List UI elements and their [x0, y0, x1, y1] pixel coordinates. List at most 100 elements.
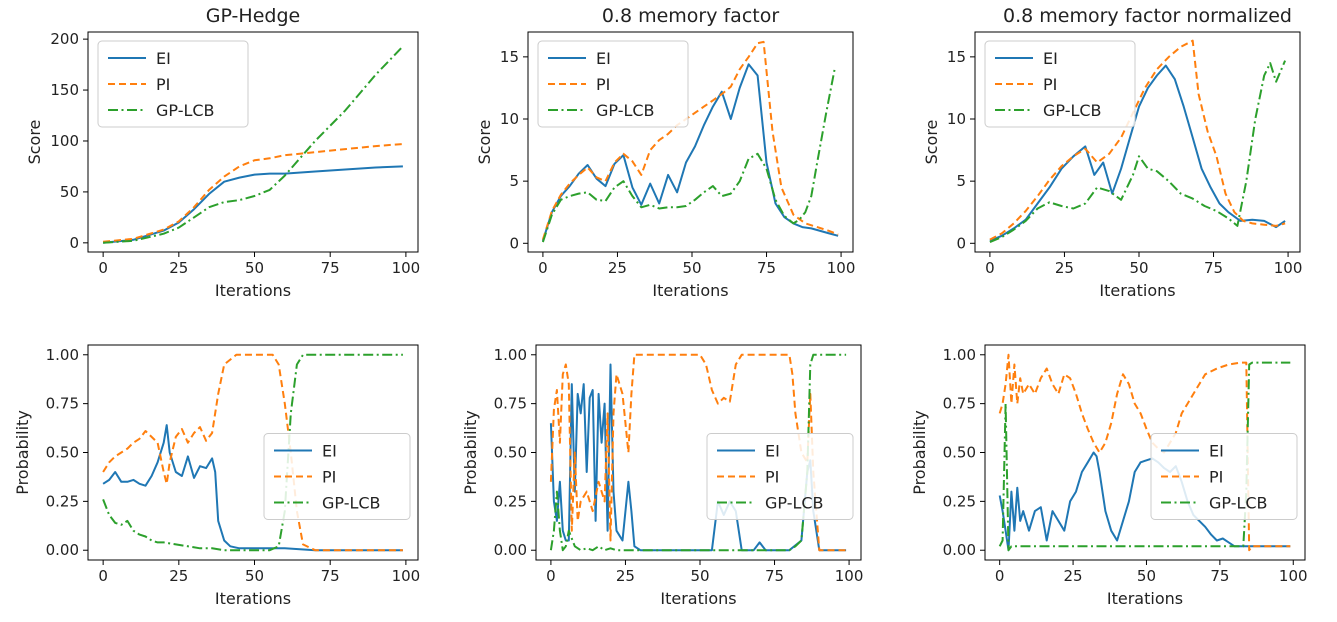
legend-label-gp-lcb: GP-LCB	[156, 101, 215, 120]
x-tick-label: 50	[1137, 567, 1156, 585]
subplot-4: 0 25 50 75 100 0.00 0.25 0.50 0.75 1.00 Iterations…	[13, 344, 420, 608]
y-tick-label: 5	[956, 172, 966, 190]
plot-frame	[974, 31, 1301, 253]
x-tick-label: 0	[98, 259, 108, 277]
y-axis-label: Score	[25, 120, 44, 165]
plot-frame	[527, 31, 854, 253]
y-tick-label: 15	[947, 48, 966, 66]
y-tick-label: 0	[509, 234, 519, 252]
series-line-ei	[989, 64, 1286, 242]
y-tick-label: 200	[50, 30, 79, 48]
x-tick-label: 75	[757, 259, 776, 277]
legend-label-pi: PI	[765, 468, 779, 487]
series-line-pi	[549, 353, 847, 552]
y-tick-label: 0.75	[943, 395, 976, 413]
x-tick-label: 0	[538, 259, 548, 277]
legend-label-ei: EI	[156, 49, 171, 68]
y-tick-label: 150	[50, 81, 79, 99]
x-axis-label: Iterations	[1099, 281, 1175, 300]
x-tick-label: 100	[827, 259, 856, 277]
legend-box	[706, 433, 854, 520]
y-axis-label: Score	[922, 120, 941, 165]
series-line-gp-lcb	[103, 45, 404, 244]
series-line-gp-lcb	[541, 66, 837, 243]
series-line-gp-lcb	[998, 361, 1291, 552]
x-tick-label: 75	[321, 259, 340, 277]
y-axis-label: Score	[475, 120, 494, 165]
series-line-pi	[103, 143, 403, 243]
x-tick-label: 50	[245, 567, 264, 585]
legend-label-ei: EI	[1043, 49, 1058, 68]
x-tick-label: 75	[1210, 567, 1229, 585]
legend-label-pi: PI	[1209, 468, 1223, 487]
subplot-title: 0.8 memory factor normalized	[1003, 5, 1292, 27]
legend: EI PI GP-LCB	[1150, 433, 1298, 520]
x-tick-label: 50	[690, 567, 709, 585]
x-axis-label: Iterations	[215, 281, 291, 300]
x-axis-label: Iterations	[652, 281, 728, 300]
y-tick-label: 1.00	[494, 346, 527, 364]
x-tick-label: 25	[608, 259, 627, 277]
x-tick-label: 25	[169, 259, 188, 277]
y-axis-label: Probability	[13, 410, 32, 495]
x-tick-label: 75	[321, 567, 340, 585]
x-tick-label: 25	[169, 567, 188, 585]
y-tick-label: 0.75	[494, 395, 527, 413]
y-tick-label: 1.00	[943, 346, 976, 364]
y-tick-label: 0	[69, 234, 79, 252]
y-tick-label: 0.50	[943, 444, 976, 462]
x-tick-label: 0	[546, 567, 556, 585]
legend: EI PI GP-LCB	[984, 40, 1136, 128]
y-tick-label: 0	[956, 234, 966, 252]
y-tick-label: 0.25	[943, 492, 976, 510]
legend-box	[984, 40, 1136, 128]
y-axis-label: Probability	[461, 410, 480, 495]
subplot-2: 0 25 50 75 100 0 5 10 15 Iterations Score 0.8 memor…	[475, 5, 855, 300]
legend-label-gp-lcb: GP-LCB	[765, 494, 824, 513]
y-tick-label: 0.50	[494, 444, 527, 462]
x-tick-label: 75	[765, 567, 784, 585]
subplot-3: 0 25 50 75 100 0 5 10 15 Iterations Score 0.8 memor…	[922, 5, 1302, 300]
series-line-ei	[102, 424, 403, 552]
series-line-gp-lcb	[989, 60, 1287, 244]
x-tick-label: 25	[1064, 567, 1083, 585]
legend-box	[263, 433, 411, 520]
y-tick-label: 1.00	[46, 346, 79, 364]
x-axis-label: Iterations	[215, 589, 291, 608]
subplot-title: 0.8 memory factor	[602, 5, 780, 27]
legend: EI PI GP-LCB	[706, 433, 854, 520]
legend-label-pi: PI	[596, 75, 610, 94]
legend-label-ei: EI	[322, 442, 337, 461]
y-tick-label: 0.00	[494, 541, 527, 559]
x-tick-label: 0	[98, 567, 108, 585]
x-tick-label: 100	[835, 567, 864, 585]
y-axis-label: Probability	[910, 410, 929, 495]
legend-box	[1150, 433, 1298, 520]
x-tick-label: 75	[1204, 259, 1223, 277]
y-tick-label: 0.25	[46, 492, 79, 510]
y-tick-label: 0.00	[46, 541, 79, 559]
series-line-pi	[998, 353, 1291, 552]
x-tick-label: 25	[616, 567, 635, 585]
y-tick-label: 0.00	[943, 541, 976, 559]
x-tick-label: 25	[1055, 259, 1074, 277]
legend: EI PI GP-LCB	[537, 40, 689, 128]
y-tick-label: 10	[947, 110, 966, 128]
legend-box	[537, 40, 689, 128]
legend-label-gp-lcb: GP-LCB	[1043, 101, 1102, 120]
y-tick-label: 0.25	[494, 492, 527, 510]
plot-frame	[87, 31, 419, 253]
y-tick-label: 5	[509, 172, 519, 190]
y-tick-label: 10	[500, 110, 519, 128]
subplot-5: 0 25 50 75 100 0.00 0.25 0.50 0.75 1.00 Iterations…	[461, 344, 864, 608]
legend-label-ei: EI	[596, 49, 611, 68]
y-tick-label: 15	[500, 48, 519, 66]
subplot-title: GP-Hedge	[206, 5, 300, 27]
x-tick-label: 0	[985, 259, 995, 277]
legend-label-pi: PI	[1043, 75, 1057, 94]
subplot-1: 0 25 50 75 100 0 50 100 150 200 Iterations Score GP-…	[25, 5, 420, 300]
series-line-gp-lcb	[102, 353, 403, 552]
legend-label-pi: PI	[156, 75, 170, 94]
x-tick-label: 100	[1274, 259, 1303, 277]
